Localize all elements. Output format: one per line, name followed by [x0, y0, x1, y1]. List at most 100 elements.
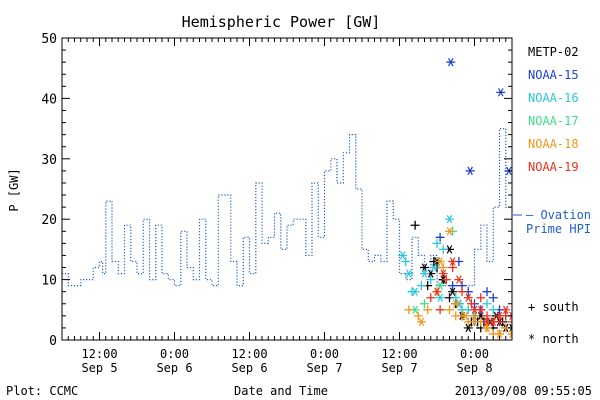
south-marker-metp-02-27 [583, 293, 592, 302]
north-marker-noaa-18-7 [495, 329, 504, 339]
north-marker-noaa-19-3 [454, 275, 464, 284]
north-marker-noaa-16-1 [404, 269, 414, 278]
legend: METP-02 NOAA-15 NOAA-16 NOAA-17 NOAA-18 NOAA-… [513, 45, 591, 346]
north-marker-noaa-19-15 [548, 282, 557, 290]
south-marker-noaa-16-2 [416, 281, 426, 291]
north-marker-metp-02-29 [595, 306, 600, 314]
south-marker-noaa-19-16 [558, 281, 567, 290]
south-marker-noaa-19-1 [435, 305, 445, 315]
y-tick-label: 50 [41, 32, 57, 47]
legend-ovation-sublabel: Prime HPI [526, 222, 591, 236]
south-marker-noaa-18-5 [445, 305, 454, 315]
x-axis-label: Date and Time [234, 384, 328, 398]
south-marker-noaa-18-4 [438, 263, 448, 273]
south-marker-metp-02-28 [589, 299, 598, 308]
satellite-markers [398, 57, 600, 339]
north-marker-noaa-19-0 [432, 287, 442, 296]
north-marker-noaa-15-0 [446, 57, 456, 67]
x-tick-label-time: 0:00 [460, 347, 489, 361]
y-tick-label: 40 [41, 92, 57, 107]
x-tick-label-time: 0:00 [160, 347, 189, 361]
north-marker-noaa-16-6 [445, 215, 454, 224]
south-marker-metp-02-16 [523, 317, 532, 326]
south-marker-noaa-16-10 [482, 299, 492, 309]
south-marker-noaa-16-16 [586, 317, 595, 326]
north-marker-noaa-18-10 [533, 324, 542, 332]
x-tick-label-date: Sep 7 [381, 361, 417, 375]
north-marker-metp-02-5 [448, 287, 458, 296]
north-marker-noaa-19-9 [495, 311, 504, 321]
x-tick-label-time: 12:00 [231, 347, 267, 361]
y-tick-label: 20 [41, 213, 57, 228]
legend-ovation-label: — Ovation [526, 208, 591, 222]
x-tick-label-time: 12:00 [381, 347, 417, 361]
south-marker-noaa-18-25 [589, 305, 598, 314]
north-marker-noaa-18-15 [570, 282, 579, 290]
north-marker-metp-02-16 [514, 324, 523, 332]
south-marker-noaa-19-5 [466, 299, 476, 309]
south-marker-noaa-19-7 [482, 311, 492, 321]
north-marker-noaa-19-6 [476, 305, 486, 314]
north-marker-noaa-19-10 [501, 305, 511, 314]
x-tick-label-date: Sep 5 [81, 361, 117, 375]
south-marker-noaa-19-15 [551, 287, 560, 296]
plot-timestamp: 2013/09/08 09:55:05 [455, 384, 592, 398]
north-marker-metp-02-25 [570, 185, 579, 193]
y-tick-label: 0 [49, 334, 57, 349]
north-marker-noaa-19-4 [463, 293, 473, 302]
south-marker-noaa-19-3 [448, 263, 458, 273]
legend-south: + south [528, 300, 579, 314]
south-marker-noaa-15-0 [435, 232, 445, 242]
south-marker-noaa-17-0 [420, 299, 429, 309]
south-marker-noaa-16-12 [548, 245, 557, 254]
north-marker-noaa-19-2 [448, 257, 458, 266]
south-marker-noaa-15-7 [482, 287, 492, 297]
south-marker-metp-02-18 [533, 317, 542, 326]
ovation-prime-hpi-line [62, 128, 512, 287]
south-marker-metp-02-15 [517, 323, 526, 332]
north-marker-noaa-15-2 [496, 88, 506, 97]
north-marker-metp-02-23 [561, 288, 570, 296]
north-marker-noaa-15-1 [465, 166, 475, 176]
north-marker-noaa-18-5 [470, 317, 479, 327]
south-marker-noaa-16-15 [579, 281, 588, 290]
south-marker-noaa-19-4 [457, 287, 467, 297]
north-marker-metp-02-18 [526, 318, 535, 326]
north-marker-noaa-16-3 [420, 269, 429, 278]
x-tick-label-date: Sep 6 [156, 361, 192, 375]
north-marker-noaa-18-18 [589, 294, 598, 302]
south-marker-noaa-19-2 [441, 275, 451, 285]
south-marker-metp-02-29 [595, 287, 600, 296]
legend-noaa-16: NOAA-16 [528, 91, 579, 105]
south-marker-noaa-18-2 [423, 305, 433, 315]
north-marker-noaa-18-0 [416, 317, 426, 327]
south-marker-noaa-16-4 [432, 238, 442, 248]
north-marker-noaa-19-18 [570, 191, 579, 199]
x-tick-label-date: Sep 6 [231, 361, 267, 375]
y-tick-label: 10 [41, 274, 57, 289]
north-marker-noaa-18-3 [451, 299, 461, 308]
south-marker-noaa-18-21 [558, 281, 567, 290]
north-marker-noaa-18-8 [507, 329, 512, 339]
south-marker-noaa-15-1 [448, 281, 458, 291]
north-marker-metp-02-28 [589, 300, 598, 308]
x-tick-label-time: 12:00 [81, 347, 117, 361]
north-marker-noaa-16-4 [429, 263, 439, 272]
north-marker-metp-02-17 [520, 324, 529, 332]
x-tick-label-time: 0:00 [310, 347, 339, 361]
south-marker-noaa-16-0 [401, 256, 411, 266]
legend-north: * north [528, 332, 579, 346]
north-marker-metp-02-8 [463, 323, 473, 333]
north-marker-metp-02-24 [564, 288, 573, 296]
north-marker-noaa-19-1 [438, 269, 448, 278]
south-marker-metp-02-17 [529, 317, 538, 326]
legend-noaa-18: NOAA-18 [528, 137, 579, 151]
south-marker-noaa-16-3 [426, 275, 436, 285]
north-marker-noaa-16-2 [410, 287, 420, 296]
north-marker-noaa-18-17 [583, 306, 592, 314]
ovation-step-path [62, 128, 512, 287]
south-marker-noaa-16-6 [451, 293, 461, 303]
north-marker-metp-02-22 [551, 276, 560, 284]
x-tick-label-date: Sep 7 [306, 361, 342, 375]
